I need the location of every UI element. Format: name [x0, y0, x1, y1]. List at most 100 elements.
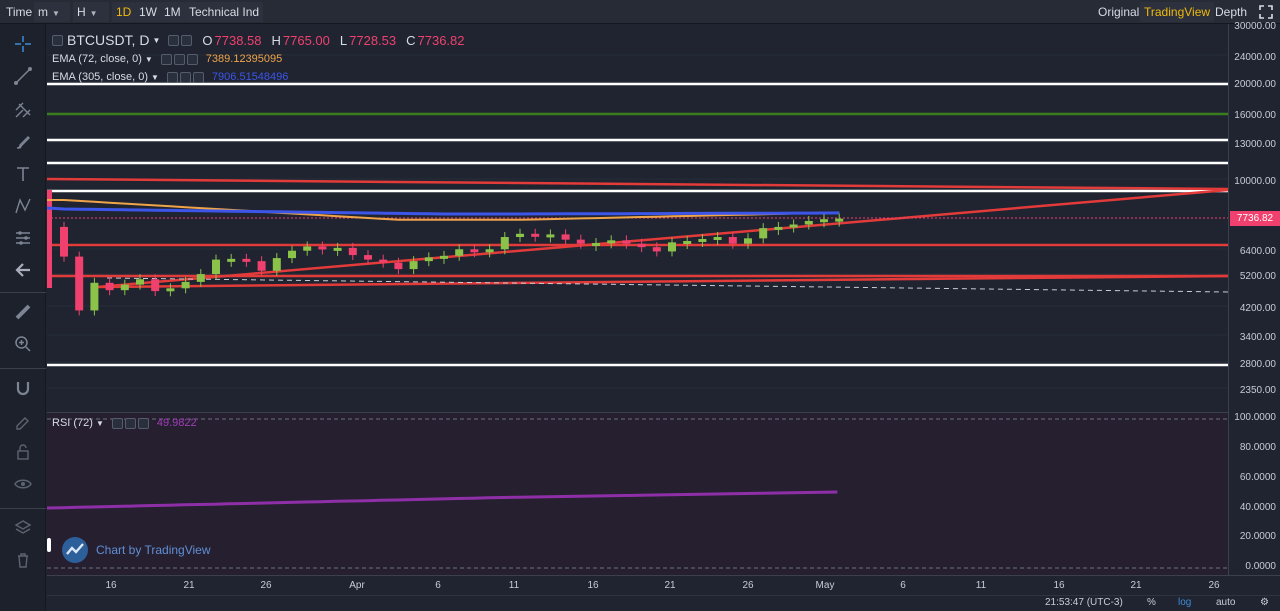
candle[interactable]: [75, 256, 84, 311]
candle[interactable]: [105, 282, 114, 291]
candle[interactable]: [455, 249, 464, 256]
close-icon[interactable]: [137, 417, 149, 429]
candle[interactable]: [227, 258, 236, 262]
candle[interactable]: [136, 279, 144, 285]
interval-1d-button[interactable]: 1D: [112, 2, 136, 22]
candle[interactable]: [181, 281, 190, 289]
chevron-down-icon[interactable]: ▼: [151, 72, 159, 82]
candle[interactable]: [728, 237, 737, 244]
candle[interactable]: [212, 259, 220, 275]
candle[interactable]: [394, 262, 403, 270]
candle[interactable]: [242, 258, 251, 262]
source-icon[interactable]: [181, 34, 193, 46]
tradingview-watermark[interactable]: Chart by TradingView: [62, 537, 211, 563]
close-icon[interactable]: [186, 53, 198, 65]
ema-305-line[interactable]: [46, 206, 840, 216]
prediction-icon[interactable]: [0, 224, 46, 252]
candle[interactable]: [379, 259, 388, 263]
candle[interactable]: [546, 234, 555, 238]
trend-line[interactable]: [96, 188, 1229, 289]
stay-drawing-icon[interactable]: [0, 406, 46, 434]
candle[interactable]: [60, 226, 68, 257]
magnet-icon[interactable]: [0, 374, 46, 402]
candle[interactable]: [318, 246, 327, 250]
time-axis[interactable]: 16 21 26 Apr 6 11 16 21 26 May 6 11 16 2…: [47, 575, 1280, 595]
chevron-down-icon[interactable]: ▼: [95, 418, 104, 428]
pattern-icon[interactable]: [0, 192, 46, 220]
candle[interactable]: [424, 257, 433, 262]
auto-toggle[interactable]: auto: [1216, 597, 1236, 608]
interval-1m-button[interactable]: 1M: [160, 2, 185, 22]
candle[interactable]: [744, 238, 752, 244]
interval-1w-button[interactable]: 1W: [135, 2, 161, 22]
candle[interactable]: [531, 233, 540, 237]
candle[interactable]: [637, 243, 646, 248]
candle[interactable]: [698, 238, 707, 242]
pitchfork-icon[interactable]: [0, 96, 46, 124]
lock-icon[interactable]: [0, 438, 46, 466]
rsi-pane[interactable]: RSI (72) ▼ 49.9822: [46, 412, 1228, 576]
candle[interactable]: [120, 284, 129, 291]
candle[interactable]: [303, 246, 312, 251]
view-depth-button[interactable]: Depth: [1215, 5, 1248, 19]
candle[interactable]: [759, 228, 768, 239]
rsi-line[interactable]: [46, 490, 838, 510]
settings-icon[interactable]: [168, 34, 180, 46]
candle[interactable]: [90, 282, 99, 311]
candle[interactable]: [622, 240, 631, 244]
candle[interactable]: [485, 249, 494, 253]
rsi-canvas[interactable]: [46, 413, 1228, 576]
close-icon[interactable]: [192, 71, 204, 83]
zoom-in-icon[interactable]: [0, 330, 46, 358]
eye-icon[interactable]: [0, 470, 46, 498]
ruler-icon[interactable]: [0, 298, 46, 326]
candle[interactable]: [288, 250, 296, 259]
trash-icon[interactable]: [0, 546, 46, 574]
candle[interactable]: [774, 226, 783, 230]
candle[interactable]: [500, 237, 509, 250]
percent-toggle[interactable]: %: [1147, 597, 1156, 608]
candle[interactable]: [151, 279, 160, 292]
trend-line-icon[interactable]: [0, 62, 46, 90]
candle[interactable]: [789, 224, 798, 228]
visibility-icon[interactable]: [160, 53, 172, 65]
candle[interactable]: [348, 247, 357, 256]
layers-icon[interactable]: [0, 514, 46, 542]
candle[interactable]: [516, 233, 524, 238]
candle[interactable]: [364, 255, 372, 260]
view-original-button[interactable]: Original: [1098, 5, 1140, 19]
candle[interactable]: [820, 219, 828, 223]
candle[interactable]: [835, 218, 844, 222]
candle[interactable]: [713, 237, 722, 241]
view-tradingview-button[interactable]: TradingView: [1140, 2, 1215, 22]
text-tool-icon[interactable]: [0, 160, 46, 188]
candle[interactable]: [272, 258, 281, 271]
technical-indicators-button[interactable]: Technical Ind: [185, 2, 264, 22]
ema-72-line[interactable]: [47, 199, 840, 221]
candle[interactable]: [409, 261, 418, 270]
collapse-icon[interactable]: [52, 34, 63, 46]
candle[interactable]: [592, 243, 600, 247]
hours-select[interactable]: H ▼: [73, 2, 109, 22]
price-chart[interactable]: BTCUSDT, D ▼ O 7738.58 H 7765.00 L 7728.53 …: [46, 24, 1229, 412]
settings-icon[interactable]: [179, 71, 191, 83]
candle[interactable]: [804, 220, 813, 225]
candle[interactable]: [257, 261, 266, 271]
price-axis[interactable]: 30000.00 24000.00 20000.00 16000.00 1300…: [1228, 21, 1280, 575]
chevron-down-icon[interactable]: ▼: [152, 35, 161, 45]
scroll-handle[interactable]: [47, 538, 51, 552]
candle[interactable]: [166, 288, 175, 292]
candle[interactable]: [196, 274, 205, 282]
candle[interactable]: [561, 234, 570, 240]
candle[interactable]: [333, 247, 342, 251]
candle[interactable]: [440, 255, 448, 259]
minutes-select[interactable]: m ▼: [34, 2, 70, 22]
visibility-icon[interactable]: [166, 71, 178, 83]
price-chart-canvas[interactable]: [46, 24, 1229, 412]
candle[interactable]: [576, 239, 585, 244]
settings-icon[interactable]: [173, 53, 185, 65]
crosshair-icon[interactable]: [0, 30, 46, 58]
candle[interactable]: [683, 240, 692, 244]
support-line[interactable]: [96, 274, 1229, 289]
candle[interactable]: [652, 247, 661, 252]
